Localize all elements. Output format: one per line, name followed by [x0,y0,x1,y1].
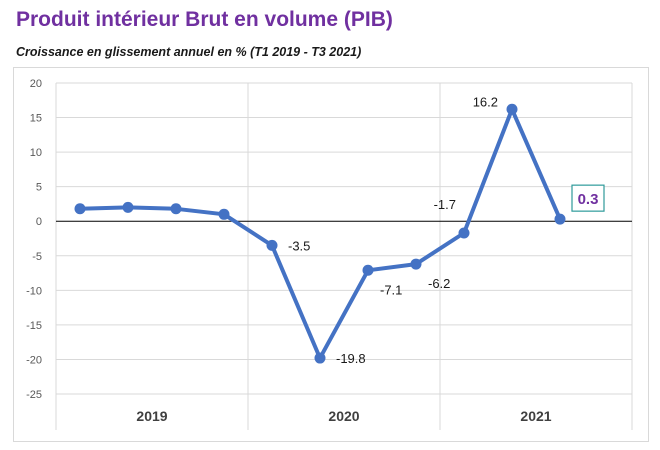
data-label: -7.1 [380,282,402,297]
y-tick-label: -25 [26,389,42,401]
data-label: 16.2 [473,94,498,109]
data-point [458,227,470,239]
data-point [314,352,326,364]
y-tick-label: 20 [30,78,42,90]
data-point [362,264,374,276]
series-line-path [78,107,562,361]
y-tick-label: -20 [26,354,42,366]
y-tick-label: -10 [26,285,42,297]
x-year-label: 2020 [328,408,359,424]
data-point [122,201,134,213]
chart-frame [13,67,649,442]
y-tick-label: -15 [26,320,42,332]
data-label: -19.8 [336,351,366,366]
highlight-label-box [571,184,605,212]
y-tick-label: 15 [30,113,42,125]
y-tick-label: 5 [36,182,42,194]
y-tick-label: 0 [36,216,42,228]
x-year-label: 2021 [520,408,551,424]
data-label: -1.7 [434,197,456,212]
x-year-label: 2019 [136,408,167,424]
data-point [506,103,518,115]
data-label: -3.5 [288,238,310,253]
data-point [218,208,230,220]
data-point [266,239,278,251]
y-tick-label: -5 [32,251,42,263]
data-point [170,203,182,215]
axes: 20 15 10 5 0 -5 -10 -15 -20 -25 2019 2020 2021 [26,78,633,430]
data-label: 0.3 [578,191,599,208]
y-tick-label: 10 [30,147,42,159]
data-point [554,213,566,225]
series-line [74,103,566,364]
gridlines [56,82,632,395]
data-labels: -3.5 -19.8 -7.1 -6.2 -1.7 16.2 0.3 [288,94,605,366]
data-point [410,258,422,270]
data-point [74,203,86,215]
chart-title: Produit intérieur Brut en volume (PIB) [16,8,393,31]
chart-subtitle: Croissance en glissement annuel en % (T1… [16,45,362,59]
data-label: -6.2 [428,276,450,291]
